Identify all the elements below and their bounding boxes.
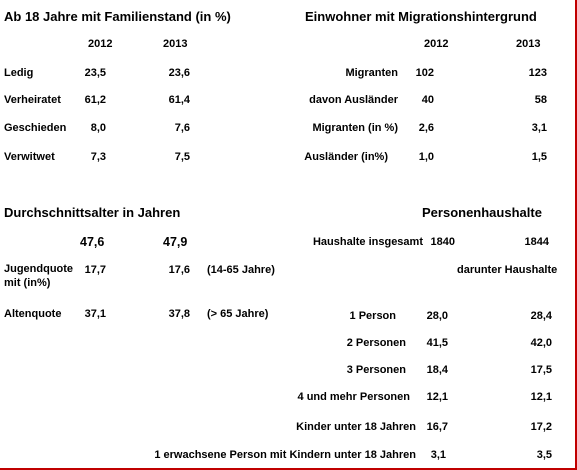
cell: 42,0 (530, 337, 552, 349)
row-label: Haushalte insgesamt (312, 236, 423, 248)
row-label: Geschieden (4, 122, 67, 134)
cell: 12,1 (426, 391, 448, 403)
cell: 28,4 (530, 310, 552, 322)
row-label: Migranten (345, 67, 398, 79)
cell: 37,1 (84, 308, 106, 320)
cell: 1844 (524, 236, 549, 248)
note: (14-65 Jahre) (207, 264, 275, 276)
row-label: Verheiratet (4, 94, 61, 106)
cell: 58 (534, 94, 547, 106)
cell: 7,5 (174, 151, 190, 163)
cell: 2,6 (418, 122, 434, 134)
cell: 17,5 (530, 364, 552, 376)
cell: 61,4 (168, 94, 190, 106)
cell: 40 (421, 94, 434, 106)
cell: 3,1 (430, 449, 446, 461)
row-label: Kinder unter 18 Jahren (296, 421, 416, 433)
cell: 41,5 (426, 337, 448, 349)
cell: 17,7 (84, 264, 106, 276)
cell: 123 (528, 67, 547, 79)
column-header: 2013 (516, 38, 541, 50)
row-label: 1 Person (349, 310, 396, 322)
section-title: Ab 18 Jahre mit Familienstand (in %) (4, 9, 231, 24)
column-header: 2012 (88, 38, 113, 50)
row-label: Migranten (in %) (312, 122, 398, 134)
cell: 1840 (430, 236, 455, 248)
row-label: Verwitwet (4, 151, 55, 163)
row-label: Jugendquote mit (in%) (4, 263, 74, 289)
row-label: Ausländer (in%) (304, 151, 388, 163)
column-header: 2012 (424, 38, 449, 50)
row-label: davon Ausländer (309, 94, 398, 106)
cell: 23,6 (168, 67, 190, 79)
cell: 61,2 (84, 94, 106, 106)
row-label: Ledig (4, 67, 34, 79)
cell: 17,6 (168, 264, 190, 276)
cell: 1,0 (418, 151, 434, 163)
row-label: 1 erwachsene Person mit Kindern unter 18… (154, 449, 416, 461)
section-title: Einwohner mit Migrationshintergrund (305, 9, 537, 24)
cell: 16,7 (426, 421, 448, 433)
cell: 1,5 (531, 151, 547, 163)
cell: 37,8 (168, 308, 190, 320)
row-label: 4 und mehr Personen (297, 391, 410, 403)
section-title: Personenhaushalte (422, 205, 542, 220)
cell: 12,1 (530, 391, 552, 403)
column-header: 2013 (163, 38, 188, 50)
row-label: 2 Personen (346, 337, 406, 349)
cell: 28,0 (426, 310, 448, 322)
cell: 7,6 (174, 122, 190, 134)
cell: 8,0 (90, 122, 106, 134)
cell: 47,9 (163, 235, 188, 249)
row-label: 3 Personen (346, 364, 406, 376)
cell: 3,5 (536, 449, 552, 461)
cell: 7,3 (90, 151, 106, 163)
section-title: Durchschnittsalter in Jahren (4, 205, 181, 220)
subheading: darunter Haushalte (457, 264, 558, 276)
cell: 47,6 (80, 235, 105, 249)
cell: 23,5 (84, 67, 106, 79)
cell: 18,4 (426, 364, 448, 376)
cell: 102 (415, 67, 434, 79)
row-label: Altenquote (4, 308, 62, 320)
note: (> 65 Jahre) (207, 308, 269, 320)
cell: 3,1 (531, 122, 547, 134)
cell: 17,2 (530, 421, 552, 433)
